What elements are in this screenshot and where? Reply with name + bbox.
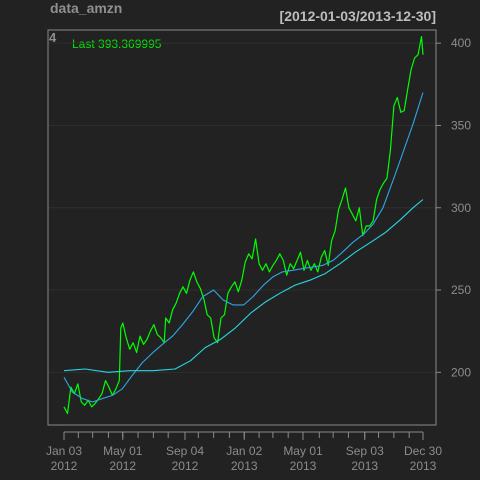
series-line-ma_slow — [63, 199, 424, 373]
x-tick-label: May 01 — [103, 444, 143, 458]
grid-lines — [48, 42, 436, 373]
last-value-label: Last 393.369995 — [72, 37, 162, 51]
plot-frame — [47, 29, 437, 426]
x-tick-year-label: 2012 — [51, 459, 78, 473]
x-tick-year-label: 2013 — [351, 459, 378, 473]
series-lines — [63, 35, 424, 415]
x-tick-year-label: 2012 — [109, 459, 136, 473]
chart-title: data_amzn — [50, 0, 122, 16]
date-range-label: [2012-01-03/2013-12-30] — [280, 8, 436, 24]
series-line-price — [63, 35, 424, 415]
y-tick-label: 350 — [451, 118, 471, 132]
x-tick-label: Dec 30 — [404, 444, 442, 458]
x-tick-label: Jan 02 — [226, 444, 262, 458]
x-tick-label: Sep 04 — [166, 444, 204, 458]
x-tick-year-label: 2013 — [290, 459, 317, 473]
x-tick-label: Jan 03 — [46, 444, 82, 458]
y-tick-label: 200 — [451, 365, 471, 379]
x-tick-year-label: 2013 — [410, 459, 437, 473]
corner-label: 4 — [49, 30, 57, 45]
y-tick-label: 250 — [451, 283, 471, 297]
x-tick-year-label: 2012 — [172, 459, 199, 473]
x-tick-label: Sep 03 — [346, 444, 384, 458]
y-tick-label: 300 — [451, 201, 471, 215]
x-tick-year-label: 2013 — [231, 459, 258, 473]
series-line-ma_fast — [63, 92, 424, 403]
y-tick-label: 400 — [451, 36, 471, 50]
x-tick-label: May 01 — [283, 444, 323, 458]
